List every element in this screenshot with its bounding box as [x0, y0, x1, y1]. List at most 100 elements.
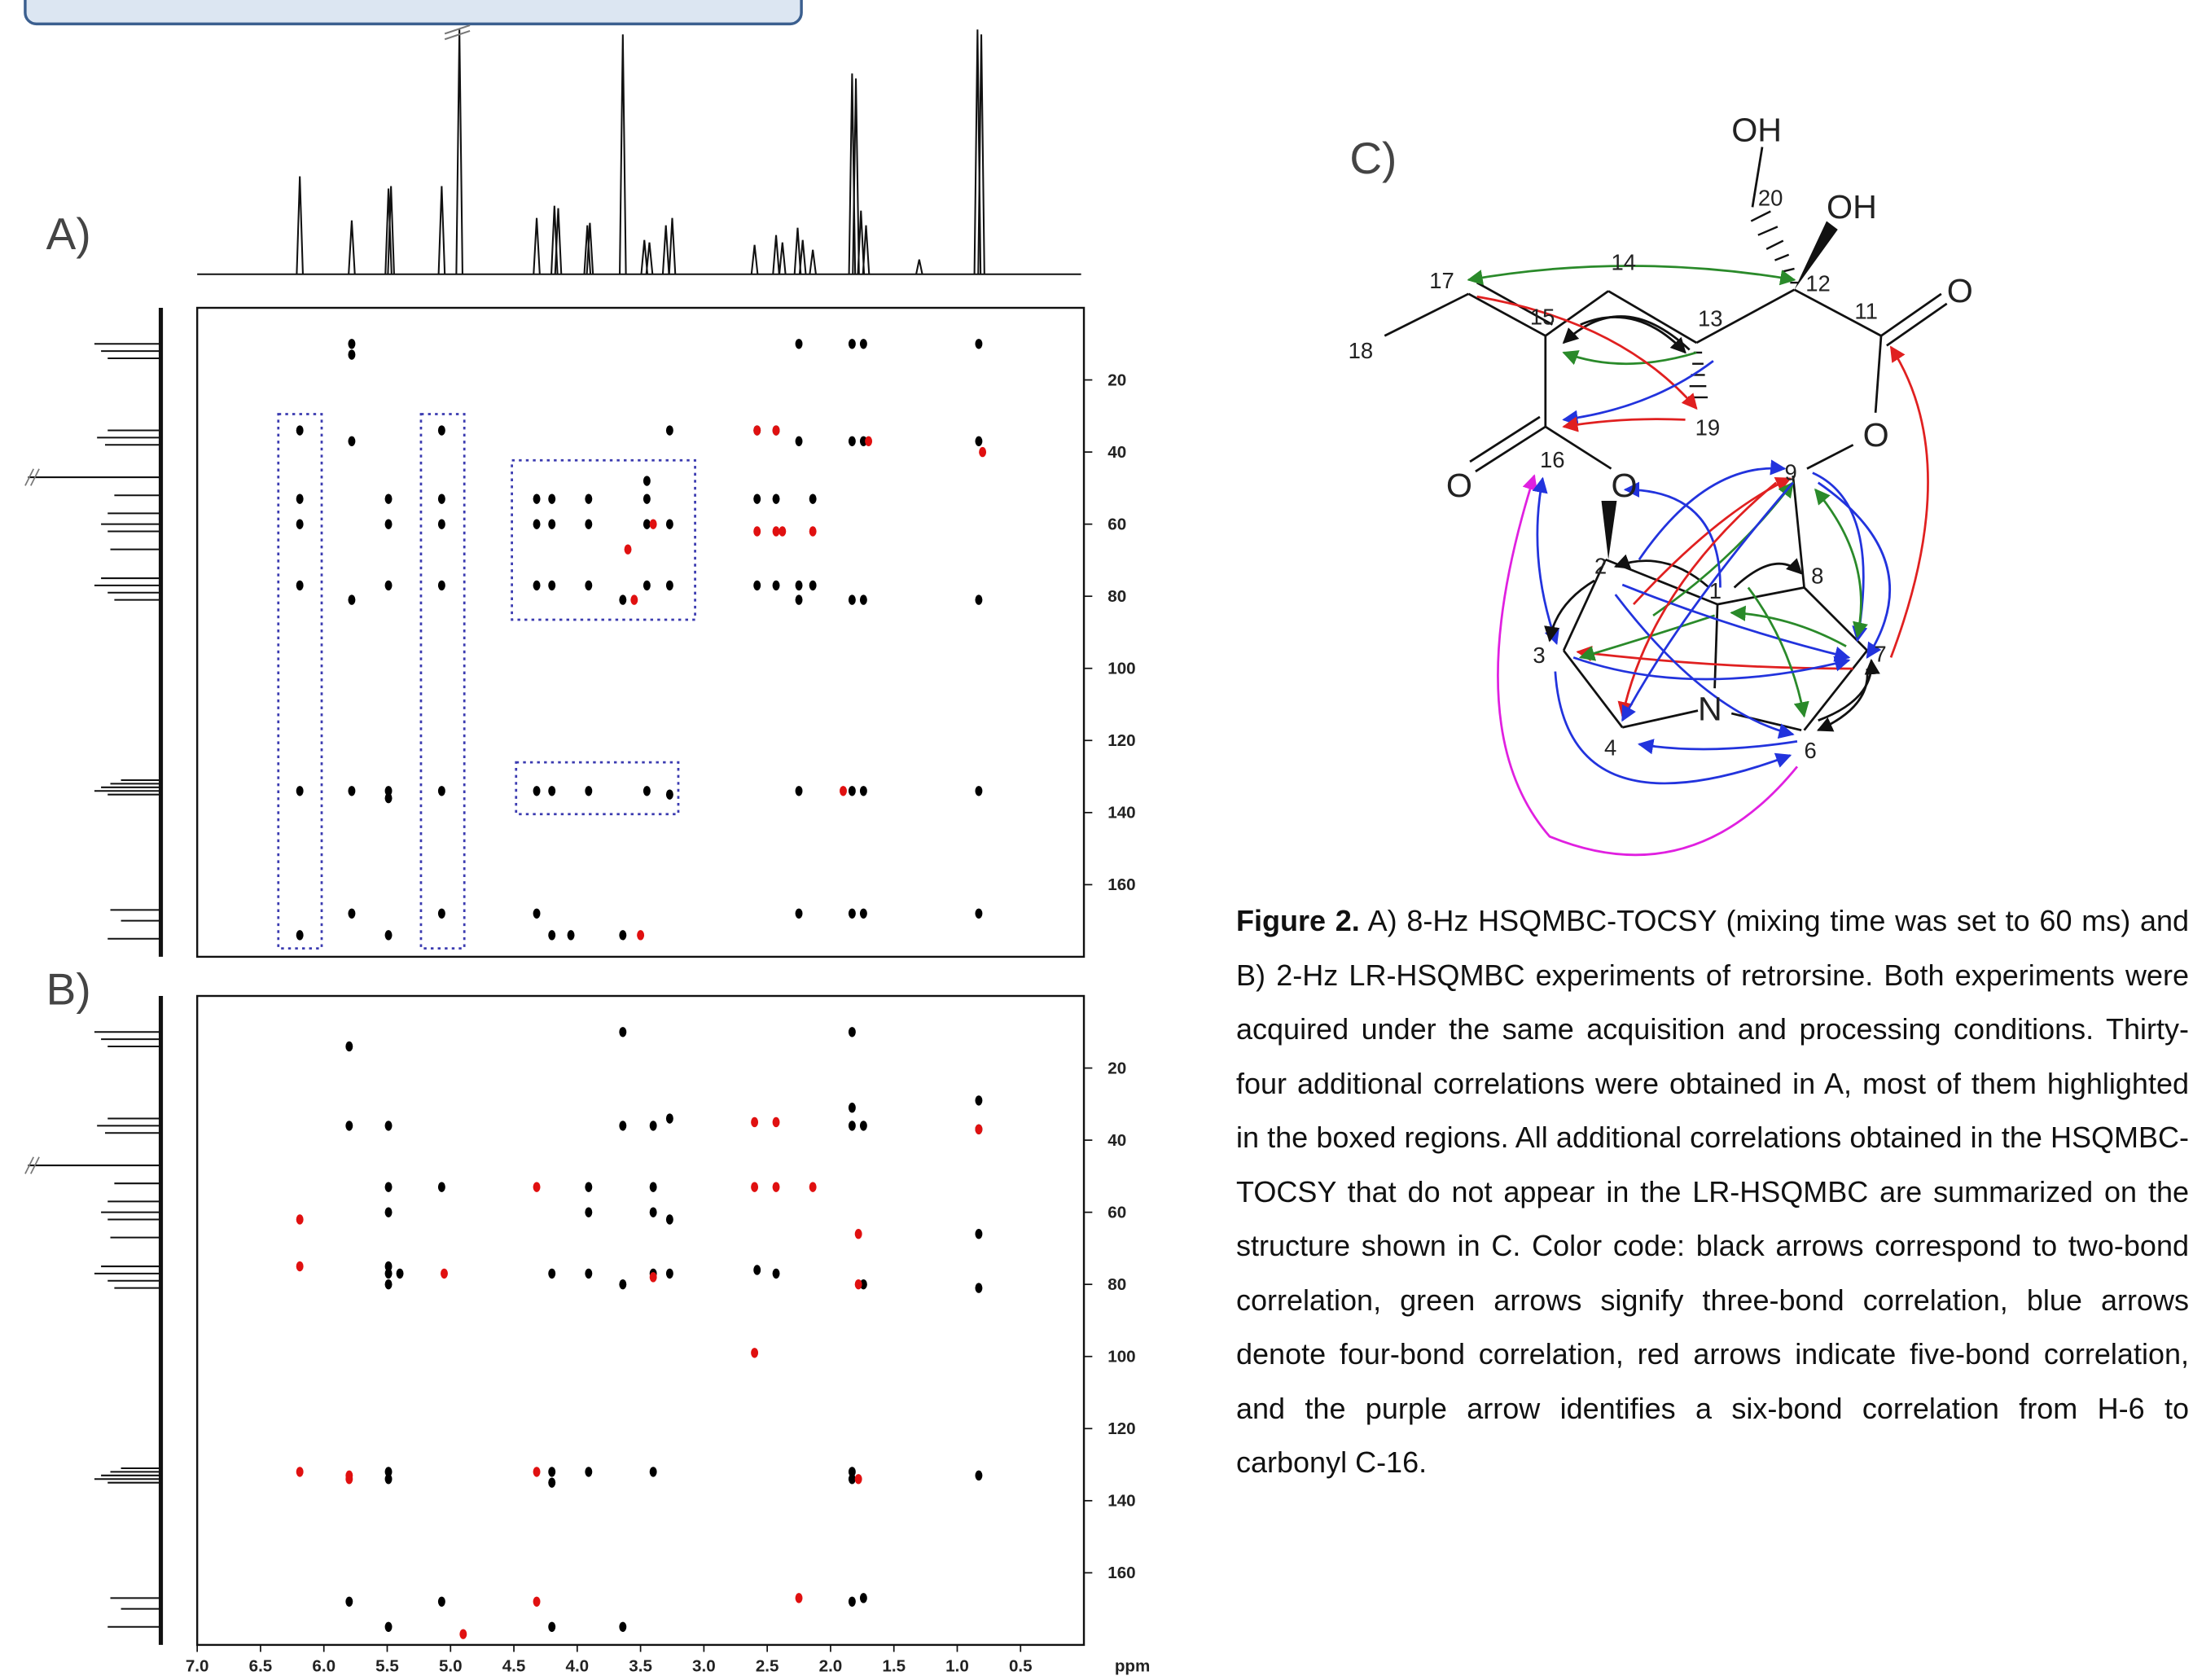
- cross-peak: [619, 1279, 626, 1289]
- y-tick-label: 120: [1107, 1419, 1135, 1438]
- cross-peak: [975, 1229, 982, 1239]
- atom-label: 9: [1784, 459, 1796, 485]
- proton-peak: [533, 218, 540, 274]
- cross-peak: [548, 519, 555, 529]
- wedge-bond: [1602, 501, 1617, 559]
- cross-peak: [533, 581, 541, 590]
- y-tick-label: 20: [1107, 1059, 1126, 1077]
- cross-peak: [650, 1207, 657, 1217]
- cross-peak: [975, 339, 982, 349]
- cross-peak: [345, 1042, 353, 1051]
- x-tick-label: 2.5: [756, 1657, 779, 1676]
- cross-peak: [809, 493, 817, 503]
- cross-peak: [855, 1229, 862, 1239]
- cross-peak: [619, 1121, 626, 1130]
- cross-peak: [753, 581, 761, 590]
- cross-peak: [348, 339, 355, 349]
- cross-peak: [643, 476, 651, 485]
- atom-label: N: [1698, 691, 1722, 728]
- cross-peak: [855, 1474, 862, 1484]
- cross-peak: [666, 1214, 673, 1224]
- proton-peak: [916, 260, 923, 274]
- cross-peak: [643, 519, 651, 529]
- y-tick-label: 60: [1107, 515, 1126, 534]
- cross-peak: [296, 425, 304, 435]
- cross-peak: [296, 493, 304, 503]
- cross-peak: [849, 1474, 856, 1484]
- cross-peak: [438, 1182, 445, 1191]
- cross-peak: [637, 930, 644, 940]
- cross-peak: [975, 1283, 982, 1292]
- cross-peak: [385, 519, 393, 529]
- atom-label: 3: [1533, 643, 1545, 668]
- y-tick-label: 60: [1107, 1204, 1126, 1222]
- cross-peak: [773, 1182, 780, 1191]
- x-tick-label: 2.0: [819, 1657, 843, 1676]
- atom-label: O: [1612, 467, 1638, 504]
- proton-peak: [773, 235, 779, 274]
- cross-peak: [849, 1103, 856, 1112]
- cross-peak: [666, 789, 673, 799]
- atom-label: 4: [1604, 735, 1616, 761]
- cross-peak: [809, 526, 817, 536]
- cross-peak: [585, 519, 592, 529]
- cross-peak: [585, 1467, 592, 1476]
- cross-peak: [779, 526, 786, 536]
- cross-peak: [385, 493, 393, 503]
- proton-peak: [863, 226, 870, 274]
- x-tick-label: 1.5: [882, 1657, 906, 1676]
- atom-label: 15: [1530, 305, 1555, 330]
- cross-peak: [860, 1593, 867, 1603]
- break-mark: [445, 25, 470, 39]
- cross-peak: [385, 1622, 393, 1632]
- plot-frame: [197, 308, 1084, 957]
- proton-peak: [800, 240, 806, 274]
- header-box: [25, 0, 801, 24]
- cross-peak: [438, 493, 445, 503]
- cross-peak: [650, 1272, 657, 1282]
- cross-peak: [585, 493, 592, 503]
- cross-peak: [548, 581, 555, 590]
- cross-peak: [548, 930, 555, 940]
- cross-peak: [796, 909, 803, 919]
- cross-peak: [625, 544, 632, 554]
- x-tick-label: 5.0: [439, 1657, 463, 1676]
- cross-peak: [345, 1121, 353, 1130]
- cross-peak: [860, 1121, 867, 1130]
- proton-peak: [620, 34, 626, 274]
- cross-peak: [441, 1269, 448, 1279]
- cross-peak: [533, 1467, 541, 1476]
- cross-peak: [397, 1269, 404, 1279]
- cross-peak: [650, 1182, 657, 1191]
- proton-peak: [296, 177, 303, 274]
- hashed-bonds: [1688, 211, 1799, 397]
- cross-peak: [773, 493, 780, 503]
- cross-peak: [773, 425, 780, 435]
- cross-peak: [860, 909, 867, 919]
- panel-label: A): [46, 208, 91, 259]
- cross-peak: [975, 1471, 982, 1480]
- cross-peak: [751, 1117, 758, 1127]
- cross-peak: [348, 909, 355, 919]
- y-tick-label: 160: [1107, 875, 1135, 894]
- cross-peak: [385, 1279, 393, 1289]
- cross-peak: [809, 581, 817, 590]
- cross-peak: [385, 1269, 393, 1279]
- atom-label: 12: [1805, 270, 1831, 296]
- cross-peak: [548, 1622, 555, 1632]
- cross-peak: [348, 786, 355, 796]
- cross-peak: [796, 1593, 803, 1603]
- proton-peak: [555, 208, 562, 274]
- cross-peak: [666, 1113, 673, 1123]
- cross-peak: [865, 436, 872, 446]
- y-tick-label: 140: [1107, 804, 1135, 822]
- x-tick-label: 6.0: [312, 1657, 336, 1676]
- atom-label: 16: [1540, 447, 1565, 472]
- atom-label: O: [1863, 416, 1889, 454]
- cross-peak: [979, 447, 986, 457]
- cross-peak: [809, 1182, 817, 1191]
- panel-label: C): [1349, 133, 1397, 183]
- caption-text: A) 8-Hz HSQMBC-TOCSY (mixing time was se…: [1236, 904, 2189, 1479]
- cross-peak: [849, 594, 856, 604]
- cross-peak: [849, 1597, 856, 1607]
